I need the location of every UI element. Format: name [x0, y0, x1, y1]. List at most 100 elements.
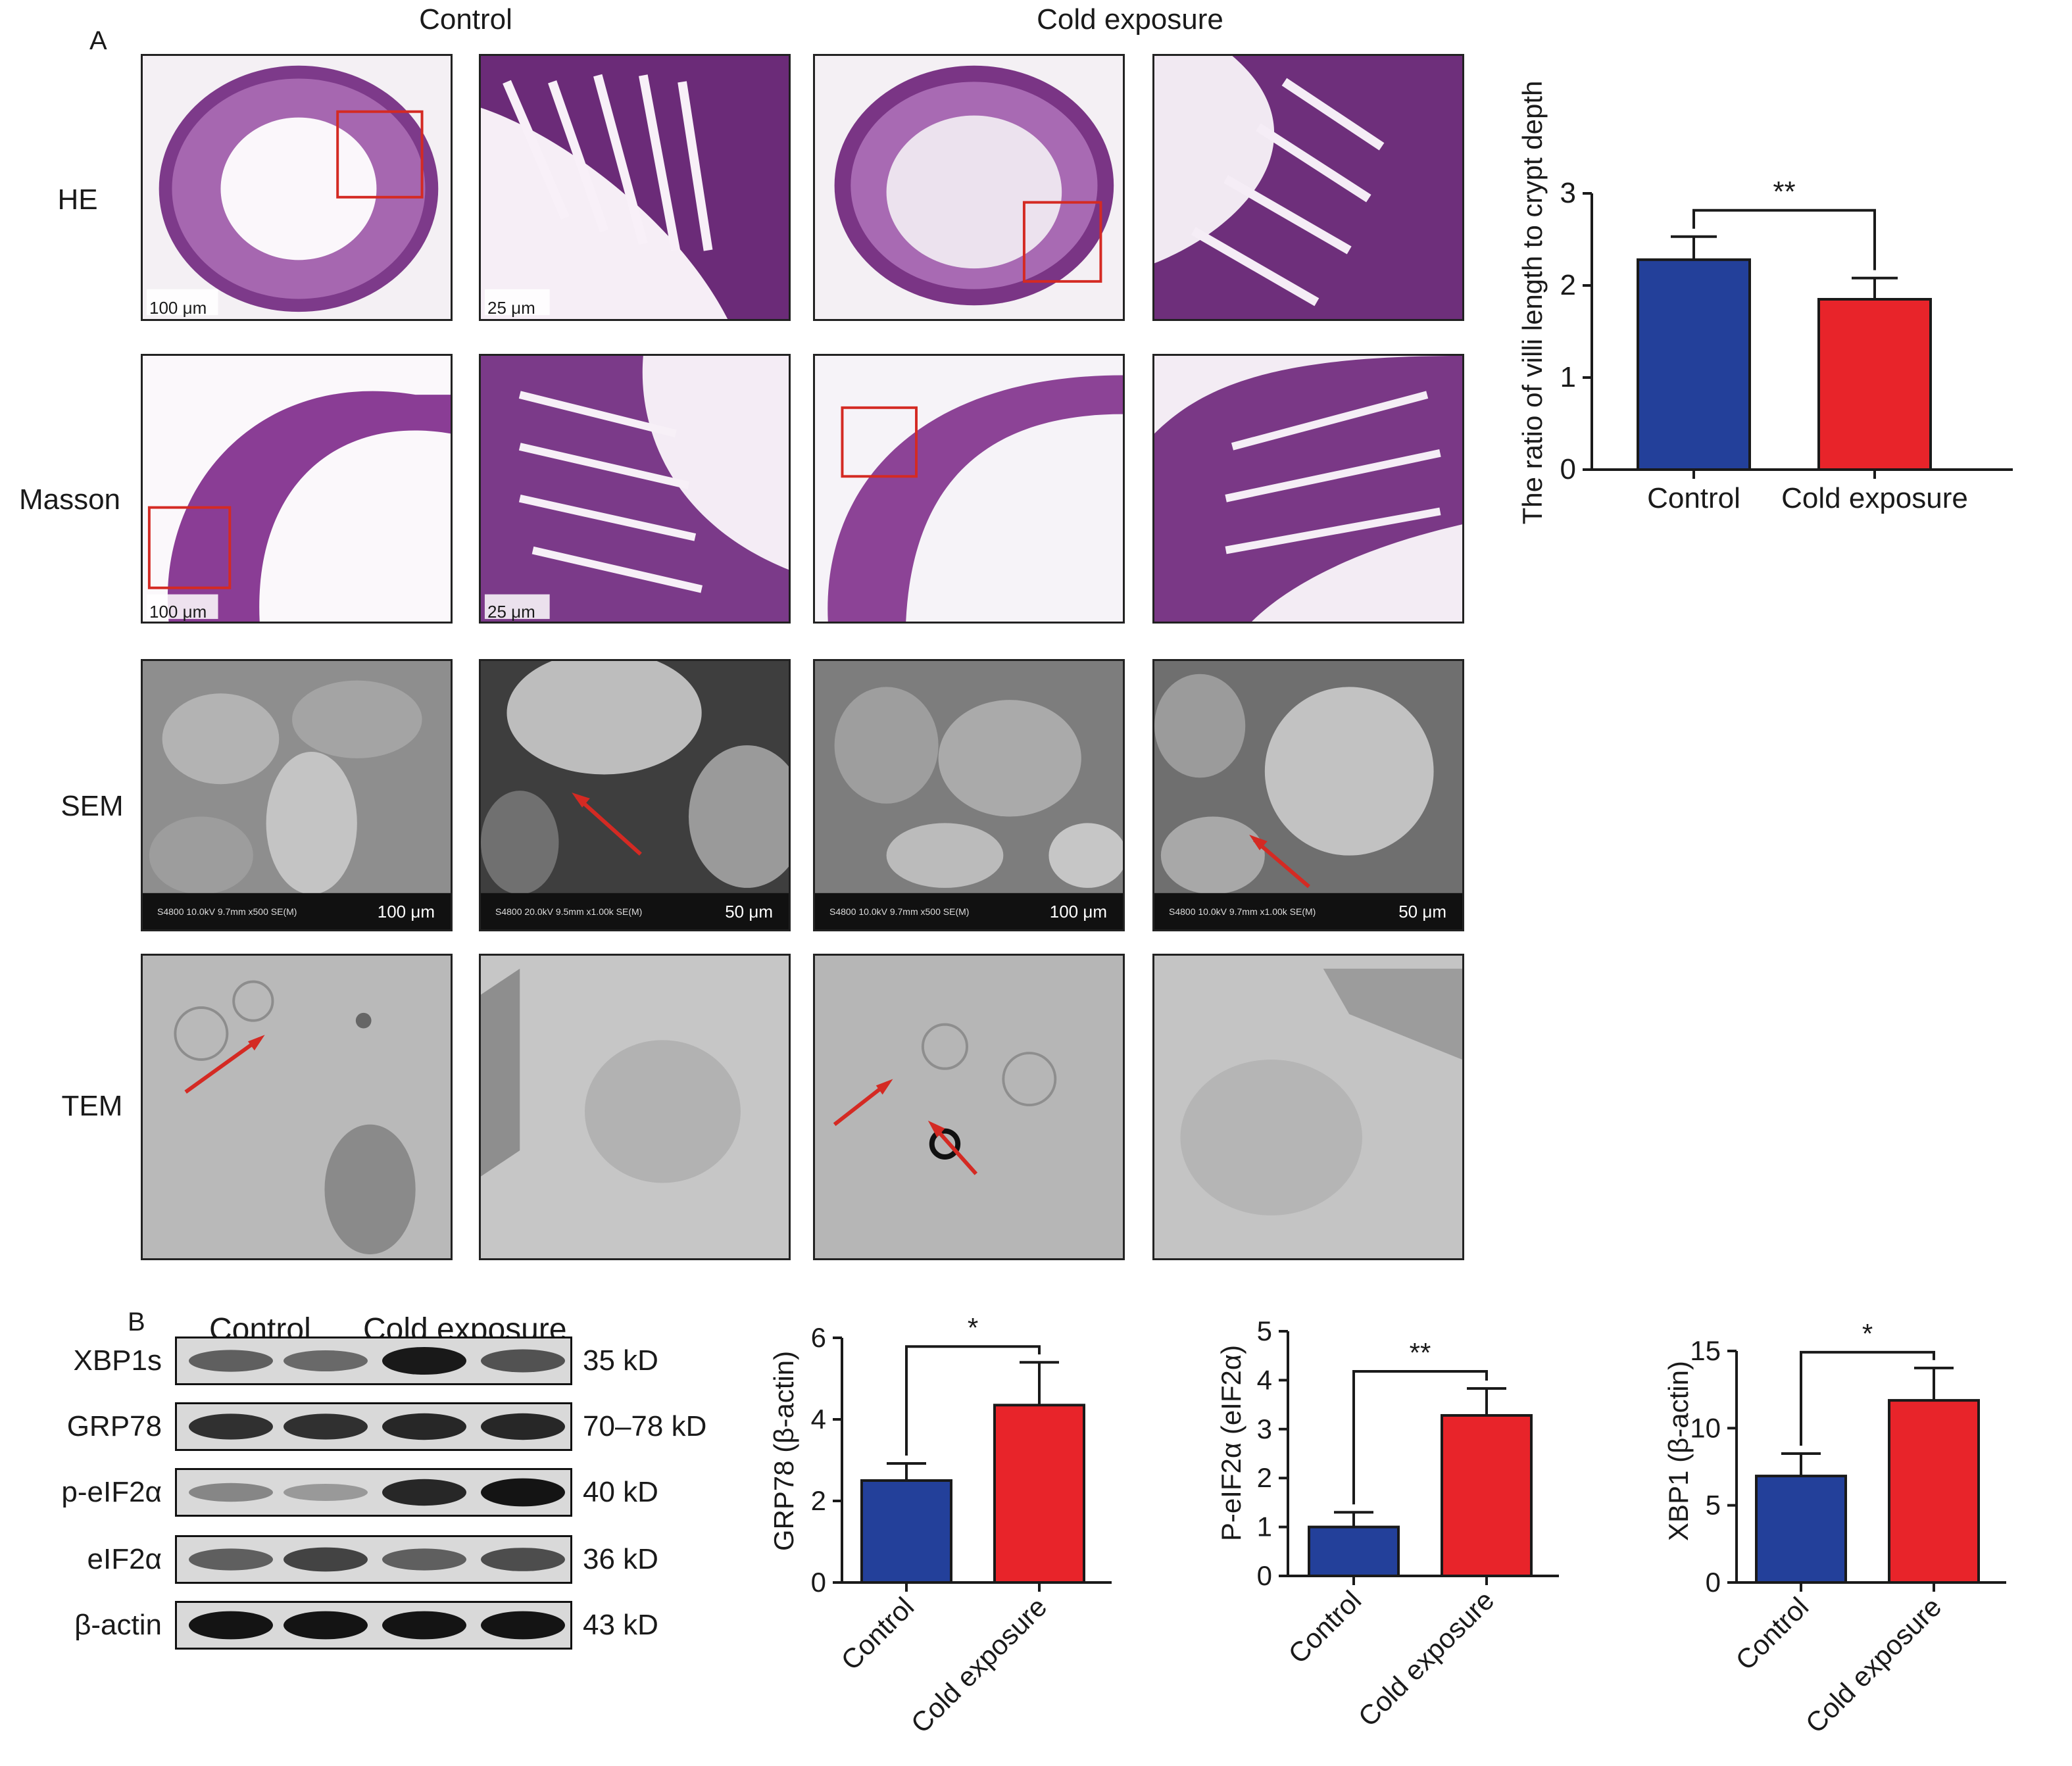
wb-band	[189, 1413, 273, 1440]
row-label-masson: Masson	[18, 483, 121, 516]
x-tick-label: Control	[1647, 482, 1740, 514]
significance-marker: *	[968, 1312, 978, 1343]
tem-control-zoom-image	[479, 954, 791, 1260]
significance-marker: **	[1410, 1337, 1431, 1368]
x-tick-label: Control	[1282, 1584, 1367, 1669]
wb-size-label: 40 kD	[583, 1476, 658, 1508]
red-arrow-icon	[1249, 835, 1310, 889]
wb-band	[481, 1611, 565, 1640]
bar-control	[1637, 258, 1751, 471]
sem-cold-zoom-image: S4800 10.0kV 9.7mm x1.00k SE(M) 50 μm	[1152, 659, 1464, 931]
y-tick-label: 5	[1706, 1490, 1721, 1521]
wb-band	[189, 1483, 273, 1502]
significance-marker: **	[1773, 176, 1795, 208]
red-arrow-icon	[927, 1120, 978, 1175]
wb-band-label: GRP78	[66, 1410, 162, 1442]
row-label-tem: TEM	[61, 1090, 123, 1122]
wb-band	[382, 1548, 466, 1571]
scale-bar-label: 25 μm	[487, 298, 535, 318]
y-axis-label: The ratio of villi length to crypt depth	[1517, 80, 1548, 525]
y-axis-label: P-eIF2α (eIF2α)	[1216, 1344, 1246, 1542]
column-header-cold-exposure: Cold exposure	[1037, 3, 1223, 36]
wb-band	[189, 1548, 273, 1571]
scale-bar-label: 100 μm	[149, 602, 207, 622]
sem-info-label: S4800 10.0kV 9.7mm x500 SE(M)	[157, 906, 297, 917]
chart-grp78: GRP78 (β-actin) 0 2 4 6 Control Cold exposure…	[756, 1312, 1125, 1763]
column-header-control: Control	[419, 3, 512, 36]
wb-band-label: p-eIF2α	[61, 1476, 162, 1508]
wb-size-label: 70–78 kD	[583, 1410, 707, 1442]
wb-band	[284, 1547, 368, 1572]
bar-control	[1308, 1525, 1400, 1578]
x-tick-label: Cold exposure	[1781, 482, 1968, 514]
masson-cold-overview-image	[813, 354, 1125, 624]
y-tick-label: 0	[1560, 453, 1576, 485]
y-tick-label: 10	[1690, 1412, 1721, 1443]
scale-bar-label: 100 μm	[149, 298, 207, 318]
red-arrow-icon	[833, 1079, 893, 1126]
sem-info-label: S4800 20.0kV 9.5mm x1.00k SE(M)	[495, 906, 643, 917]
red-arrow-icon	[572, 793, 642, 856]
x-tick-label: Control	[835, 1591, 920, 1676]
wb-band	[284, 1611, 368, 1640]
significance-bracket	[905, 1345, 1041, 1456]
he-control-overview-image: 100 μm	[141, 54, 453, 321]
wb-band	[382, 1611, 466, 1640]
y-tick-label: 1	[1560, 361, 1576, 393]
sem-scale-label: 50 μm	[1398, 902, 1446, 921]
x-tick-label: Control	[1729, 1591, 1814, 1676]
significance-bracket	[1352, 1370, 1488, 1505]
sem-control-overview-image: S4800 10.0kV 9.7mm x500 SE(M) 100 μm	[141, 659, 453, 931]
y-tick-label: 0	[811, 1567, 826, 1598]
wb-strip	[175, 1337, 572, 1385]
bar-cold-exposure	[1888, 1399, 1980, 1584]
y-tick-label: 2	[1257, 1462, 1272, 1493]
wb-band	[481, 1413, 565, 1440]
y-tick-label: 5	[1257, 1315, 1272, 1346]
masson-cold-zoom-image	[1152, 354, 1464, 624]
wb-strip	[175, 1468, 572, 1517]
significance-bracket	[1692, 208, 1876, 270]
panel-a-label: A	[89, 26, 107, 55]
x-tick-label: Cold exposure	[905, 1591, 1053, 1739]
tem-cold-overview-image	[813, 954, 1125, 1260]
bar-cold-exposure	[993, 1404, 1085, 1584]
x-tick-label: Cold exposure	[1800, 1591, 1948, 1739]
tem-cold-zoom-image	[1152, 954, 1464, 1260]
tem-control-overview-image	[141, 954, 453, 1260]
y-tick-label: 15	[1690, 1335, 1721, 1366]
sem-info-label: S4800 10.0kV 9.7mm x500 SE(M)	[829, 906, 970, 917]
wb-band	[189, 1611, 273, 1640]
wb-band-label: eIF2α	[87, 1543, 162, 1575]
row-label-sem: SEM	[61, 790, 124, 822]
y-tick-label: 6	[811, 1322, 826, 1353]
sem-info-label: S4800 10.0kV 9.7mm x1.00k SE(M)	[1169, 906, 1316, 917]
sem-cold-overview-image: S4800 10.0kV 9.7mm x500 SE(M) 100 μm	[813, 659, 1125, 931]
red-arrow-icon	[184, 1035, 265, 1094]
wb-band	[382, 1346, 466, 1375]
chart-villi-crypt-ratio: The ratio of villi length to crypt depth…	[1506, 53, 2046, 645]
masson-control-overview-image: 100 μm	[141, 354, 453, 624]
y-tick-label: 4	[811, 1404, 826, 1435]
chart-p-eif2a: P-eIF2α (eIF2α) 0 1 2 3 4 5 Control Cold exposu…	[1204, 1302, 1572, 1763]
bar-cold-exposure	[1441, 1413, 1533, 1577]
wb-band-label: β-actin	[74, 1609, 162, 1641]
wb-band	[382, 1413, 466, 1440]
y-tick-label: 3	[1560, 177, 1576, 209]
sem-scale-label: 100 μm	[377, 902, 435, 921]
sem-scale-label: 100 μm	[1049, 902, 1107, 921]
wb-strip	[175, 1601, 572, 1650]
wb-strip	[175, 1402, 572, 1451]
y-tick-label: 4	[1257, 1364, 1272, 1395]
sem-control-zoom-image: S4800 20.0kV 9.5mm x1.00k SE(M) 50 μm	[479, 659, 791, 931]
y-tick-label: 3	[1257, 1413, 1272, 1444]
y-tick-label: 2	[811, 1485, 826, 1516]
y-tick-label: 2	[1560, 269, 1576, 301]
wb-band-label: XBP1s	[73, 1344, 162, 1377]
wb-band	[284, 1484, 368, 1501]
y-tick-label: 1	[1257, 1511, 1272, 1542]
bar-control	[1755, 1475, 1847, 1584]
x-tick-label: Cold exposure	[1352, 1584, 1500, 1732]
panel-b-label: B	[128, 1308, 145, 1337]
wb-band	[481, 1548, 565, 1571]
